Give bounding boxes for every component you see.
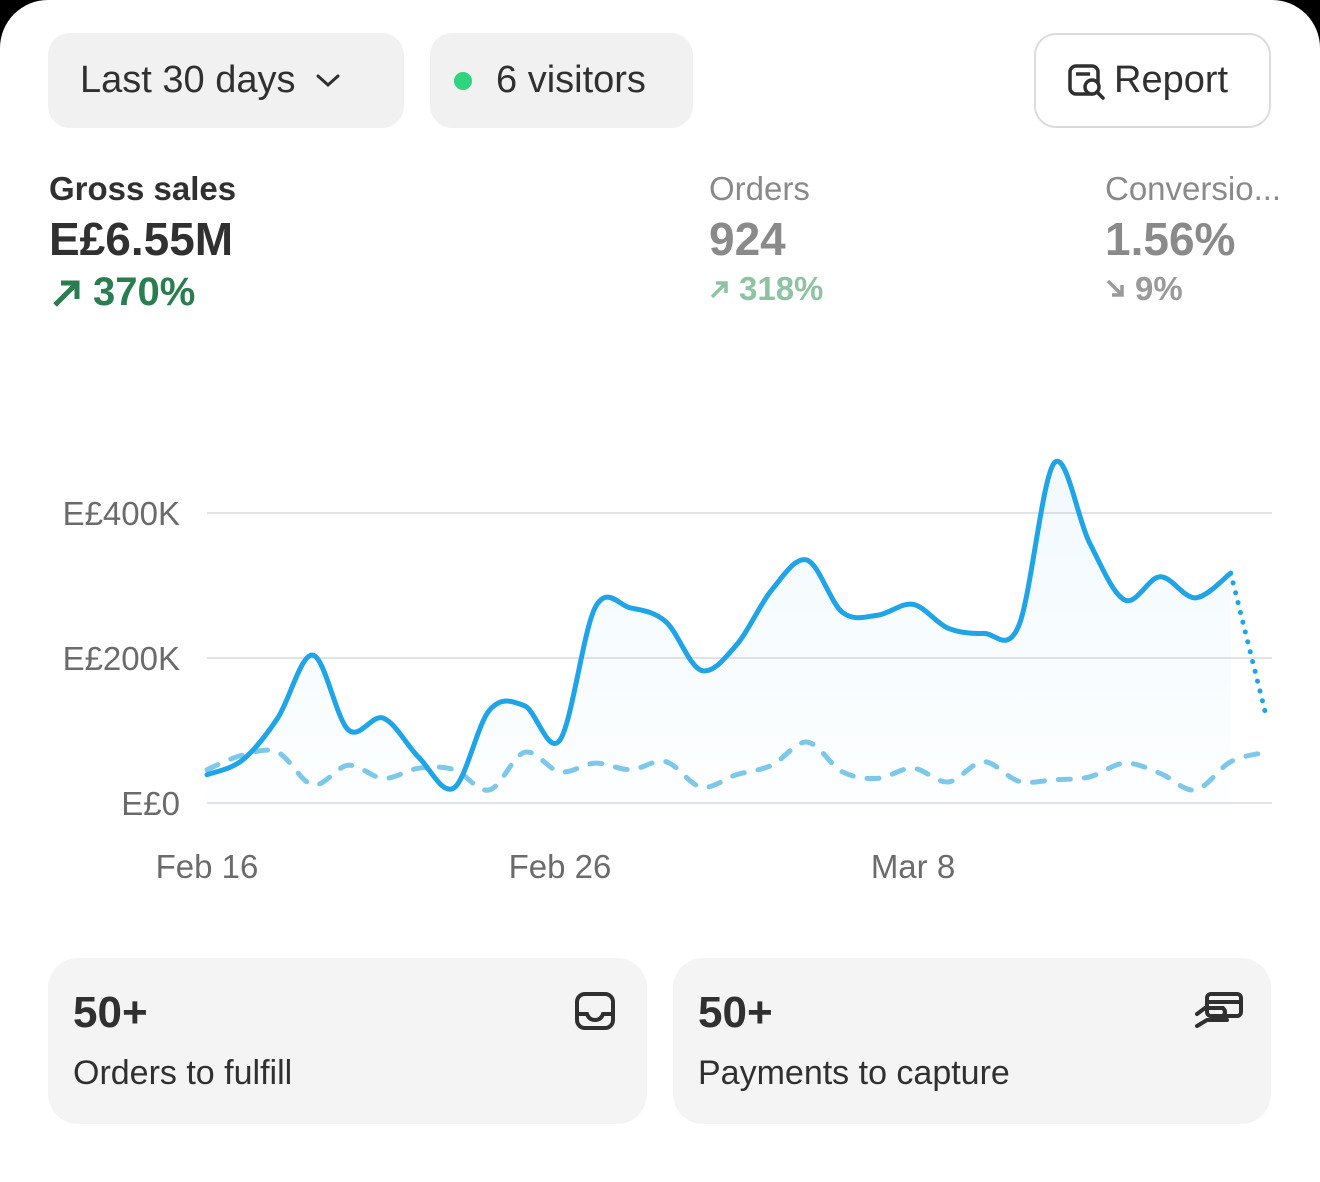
x-tick-label: Feb 26 — [509, 848, 612, 885]
metric-gross-sales[interactable]: Gross sales E£6.55M 370% — [49, 170, 236, 315]
visitors-button[interactable]: 6 visitors — [430, 33, 693, 128]
y-tick-label: E£0 — [121, 785, 180, 822]
card-value: 50+ — [698, 988, 773, 1037]
metric-label: Conversio... — [1105, 170, 1282, 207]
y-tick-label: E£400K — [63, 495, 180, 532]
metric-value: E£6.55M — [49, 213, 234, 265]
range-button[interactable]: Last 30 days — [48, 33, 404, 128]
visitors-label: 6 visitors — [496, 59, 646, 101]
card-payments[interactable]: 50+ Payments to capture — [673, 958, 1271, 1124]
sales-line-partial — [1228, 570, 1269, 718]
metric-change: 370% — [93, 270, 196, 314]
metric-value: 1.56% — [1105, 213, 1236, 265]
metric-change: 318% — [739, 270, 824, 307]
x-tick-label: Feb 16 — [156, 848, 259, 885]
x-tick-label: Mar 8 — [871, 848, 955, 885]
inbox-icon — [575, 992, 615, 1030]
report-button[interactable]: Report — [1034, 33, 1271, 128]
report-icon — [1068, 63, 1105, 100]
metric-orders[interactable]: Orders 924 318% — [709, 170, 823, 308]
card-label: Payments to capture — [698, 1054, 1010, 1092]
metric-conversion[interactable]: Conversio... 1.56% 9% — [1105, 170, 1281, 308]
metric-value: 924 — [709, 213, 786, 265]
report-label: Report — [1114, 59, 1229, 101]
up-arrow — [710, 281, 728, 299]
chevron-icon — [316, 74, 340, 87]
sales-line — [204, 458, 1234, 792]
live-dot — [454, 71, 472, 90]
chart: E£0 E£200K E£400K Feb 16 Feb 26 Mar 8 — [63, 458, 1272, 885]
card-label: Orders to fulfill — [73, 1054, 293, 1092]
metric-label: Gross sales — [49, 170, 237, 207]
area-fill — [207, 461, 1231, 803]
down-arrow — [1106, 279, 1124, 297]
up-arrow — [53, 280, 80, 307]
range-label: Last 30 days — [80, 59, 296, 101]
metric-change: 9% — [1135, 270, 1183, 307]
payment-icon — [1195, 992, 1243, 1028]
card-orders[interactable]: 50+ Orders to fulfill — [48, 958, 647, 1124]
y-tick-label: E£200K — [63, 640, 180, 677]
metric-label: Orders — [709, 170, 810, 207]
card-value: 50+ — [73, 988, 148, 1037]
